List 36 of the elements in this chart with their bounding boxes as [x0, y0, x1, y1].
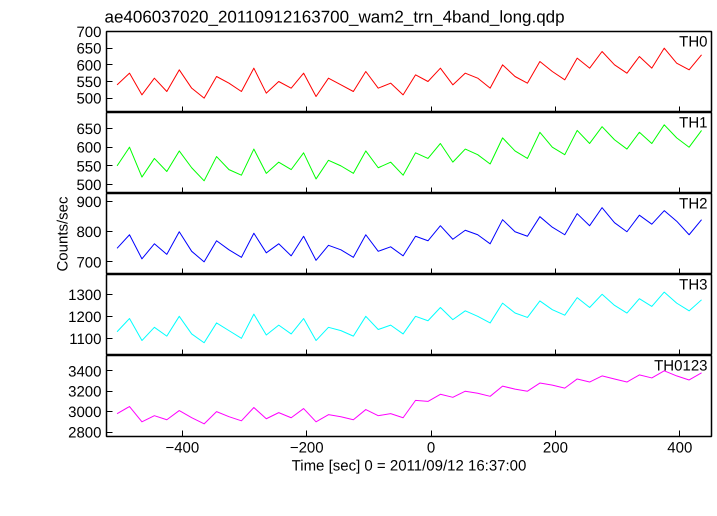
y-tick-label: 1200	[68, 308, 102, 326]
y-tick-label: 900	[76, 194, 102, 212]
line-series	[116, 207, 702, 262]
y-tick-label: 600	[76, 140, 102, 157]
x-tick-label: 400	[667, 440, 692, 456]
series-label: TH1	[679, 114, 708, 132]
line-series	[116, 48, 702, 99]
x-tick-label: 200	[542, 440, 568, 456]
y-tick-label: 1100	[69, 330, 102, 348]
x-axis-title: Time [sec] 0 = 2011/09/12 16:37:00	[292, 458, 526, 474]
y-tick-label: 2800	[68, 424, 102, 442]
series-label: TH0	[679, 34, 708, 50]
line-series	[116, 370, 702, 424]
y-tick-label: 700	[76, 24, 102, 41]
y-tick-label: 3200	[68, 384, 102, 401]
line-series	[116, 292, 702, 344]
series-label: TH3	[679, 276, 708, 294]
y-axis-title: Counts/sec	[54, 196, 72, 272]
y-tick-label: 3400	[68, 363, 102, 380]
y-tick-label: 500	[76, 177, 102, 194]
series-label: TH2	[679, 196, 708, 212]
chart-title: ae406037020_20110912163700_wam2_trn_4band_long.qdp	[104, 8, 565, 26]
x-tick-label: −400	[165, 440, 200, 456]
x-tick-label: 0	[426, 440, 436, 456]
y-tick-label: 500	[76, 90, 102, 108]
y-tick-label: 700	[76, 254, 102, 272]
x-tick-label: −200	[290, 440, 324, 456]
y-tick-label: 600	[76, 57, 102, 74]
y-tick-label: 650	[76, 40, 102, 58]
y-tick-label: 550	[76, 74, 102, 91]
y-tick-label: 3000	[68, 404, 102, 422]
y-tick-label: 1300	[68, 286, 102, 304]
y-tick-label: 800	[76, 224, 102, 242]
series-label: TH0123	[654, 358, 708, 374]
y-tick-label: 550	[76, 158, 102, 176]
y-tick-label: 650	[76, 121, 102, 138]
